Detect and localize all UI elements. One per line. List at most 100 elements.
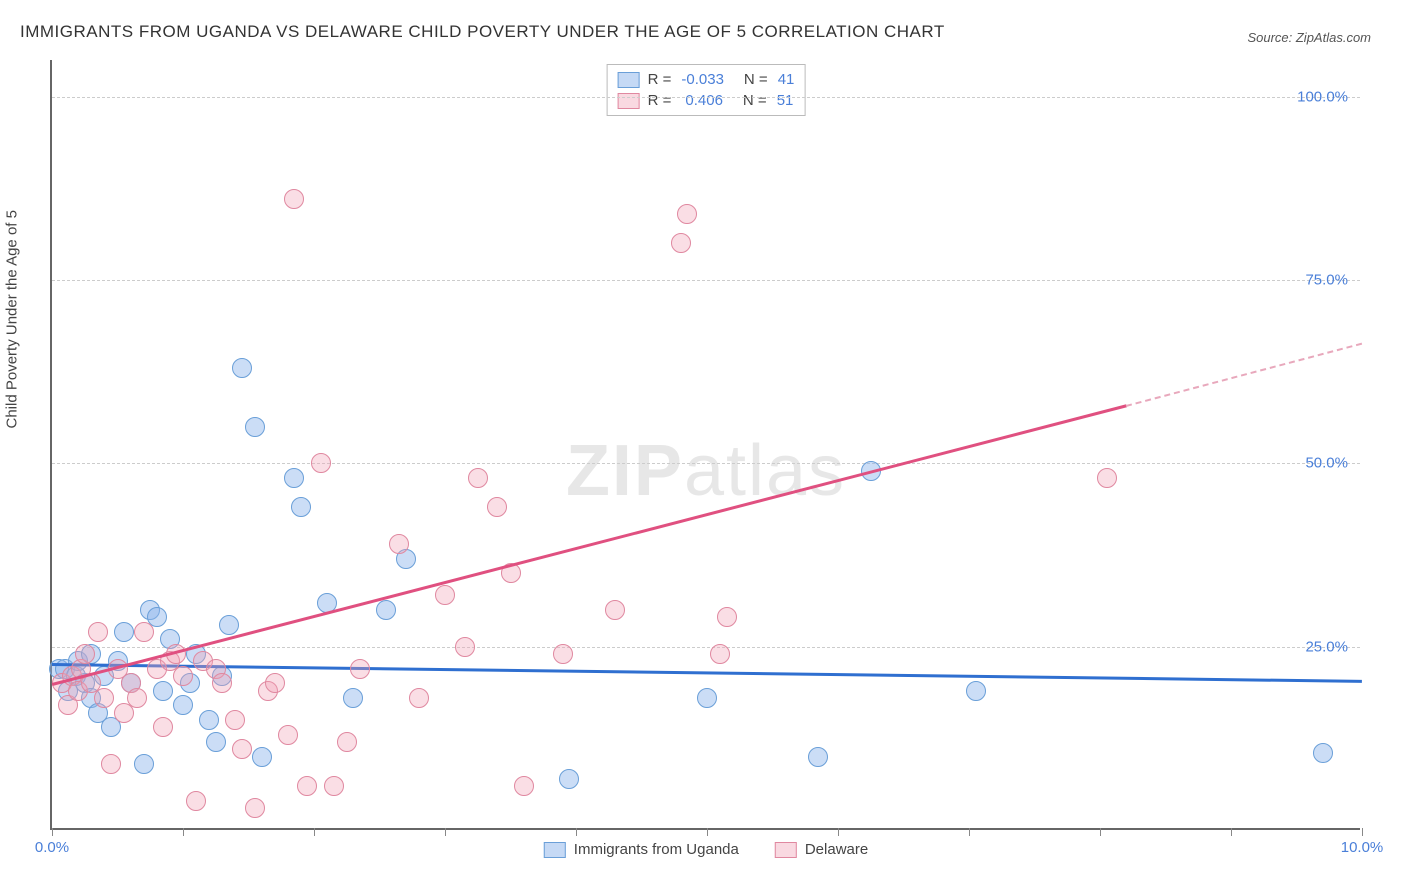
data-point — [284, 468, 304, 488]
data-point — [297, 776, 317, 796]
data-point — [101, 754, 121, 774]
data-point — [1097, 468, 1117, 488]
r-label: R = — [648, 71, 672, 88]
gridline — [52, 463, 1360, 464]
watermark: ZIPatlas — [566, 430, 846, 512]
data-point — [127, 688, 147, 708]
data-point — [435, 585, 455, 605]
x-tick-mark — [1362, 828, 1363, 836]
legend-item-uganda: Immigrants from Uganda — [544, 841, 739, 858]
swatch-pink — [618, 93, 640, 109]
data-point — [1313, 743, 1333, 763]
trend-line — [52, 663, 1362, 682]
data-point — [311, 453, 331, 473]
plot-area: ZIPatlas R = -0.033 N = 41 R = 0.406 N =… — [50, 60, 1360, 830]
data-point — [717, 607, 737, 627]
data-point — [697, 688, 717, 708]
x-tick-mark — [576, 828, 577, 836]
data-point — [265, 673, 285, 693]
data-point — [605, 600, 625, 620]
data-point — [114, 622, 134, 642]
legend-correlation: R = -0.033 N = 41 R = 0.406 N = 51 — [607, 64, 806, 116]
x-tick-mark — [1231, 828, 1232, 836]
data-point — [212, 673, 232, 693]
gridline — [52, 647, 1360, 648]
data-point — [343, 688, 363, 708]
chart-title: IMMIGRANTS FROM UGANDA VS DELAWARE CHILD… — [20, 22, 945, 42]
x-tick-mark — [707, 828, 708, 836]
data-point — [376, 600, 396, 620]
n-label-2: N = — [743, 92, 767, 109]
data-point — [153, 681, 173, 701]
data-point — [153, 717, 173, 737]
data-point — [186, 791, 206, 811]
data-point — [468, 468, 488, 488]
data-point — [278, 725, 298, 745]
data-point — [291, 497, 311, 517]
y-tick-label: 25.0% — [1305, 638, 1348, 655]
legend-row-pink: R = 0.406 N = 51 — [618, 90, 795, 111]
x-tick-mark — [838, 828, 839, 836]
x-tick-mark — [969, 828, 970, 836]
n-value-blue: 41 — [778, 71, 795, 88]
data-point — [409, 688, 429, 708]
x-tick-mark — [183, 828, 184, 836]
data-point — [94, 688, 114, 708]
data-point — [455, 637, 475, 657]
n-value-pink: 51 — [777, 92, 794, 109]
data-point — [134, 754, 154, 774]
x-tick-mark — [52, 828, 53, 836]
data-point — [553, 644, 573, 664]
legend-row-blue: R = -0.033 N = 41 — [618, 69, 795, 90]
data-point — [324, 776, 344, 796]
watermark-zip: ZIP — [566, 431, 684, 511]
y-tick-label: 100.0% — [1297, 88, 1348, 105]
data-point — [966, 681, 986, 701]
legend-item-delaware: Delaware — [775, 841, 868, 858]
data-point — [199, 710, 219, 730]
r-label-2: R = — [648, 92, 672, 109]
y-axis-label: Child Poverty Under the Age of 5 — [4, 210, 21, 428]
legend-series: Immigrants from Uganda Delaware — [544, 841, 868, 858]
trend-line-dash — [1126, 342, 1362, 406]
data-point — [173, 666, 193, 686]
gridline — [52, 97, 1360, 98]
data-point — [134, 622, 154, 642]
data-point — [350, 659, 370, 679]
swatch-blue — [618, 72, 640, 88]
data-point — [75, 644, 95, 664]
data-point — [225, 710, 245, 730]
x-tick-mark — [314, 828, 315, 836]
r-value-pink: 0.406 — [685, 92, 723, 109]
data-point — [710, 644, 730, 664]
data-point — [808, 747, 828, 767]
data-point — [487, 497, 507, 517]
data-point — [232, 739, 252, 759]
data-point — [677, 204, 697, 224]
data-point — [559, 769, 579, 789]
data-point — [514, 776, 534, 796]
data-point — [252, 747, 272, 767]
data-point — [88, 622, 108, 642]
swatch-pink-2 — [775, 842, 797, 858]
n-label: N = — [744, 71, 768, 88]
x-tick-mark — [445, 828, 446, 836]
x-tick-mark — [1100, 828, 1101, 836]
data-point — [245, 417, 265, 437]
data-point — [245, 798, 265, 818]
x-tick-label: 0.0% — [35, 839, 69, 856]
data-point — [671, 233, 691, 253]
legend-label-delaware: Delaware — [805, 841, 868, 858]
data-point — [337, 732, 357, 752]
x-tick-label: 10.0% — [1341, 839, 1384, 856]
y-tick-label: 50.0% — [1305, 455, 1348, 472]
r-value-blue: -0.033 — [681, 71, 724, 88]
y-tick-label: 75.0% — [1305, 272, 1348, 289]
source-label: Source: ZipAtlas.com — [1247, 30, 1371, 45]
trend-line — [52, 405, 1127, 686]
gridline — [52, 280, 1360, 281]
swatch-blue-2 — [544, 842, 566, 858]
data-point — [232, 358, 252, 378]
data-point — [173, 695, 193, 715]
legend-label-uganda: Immigrants from Uganda — [574, 841, 739, 858]
